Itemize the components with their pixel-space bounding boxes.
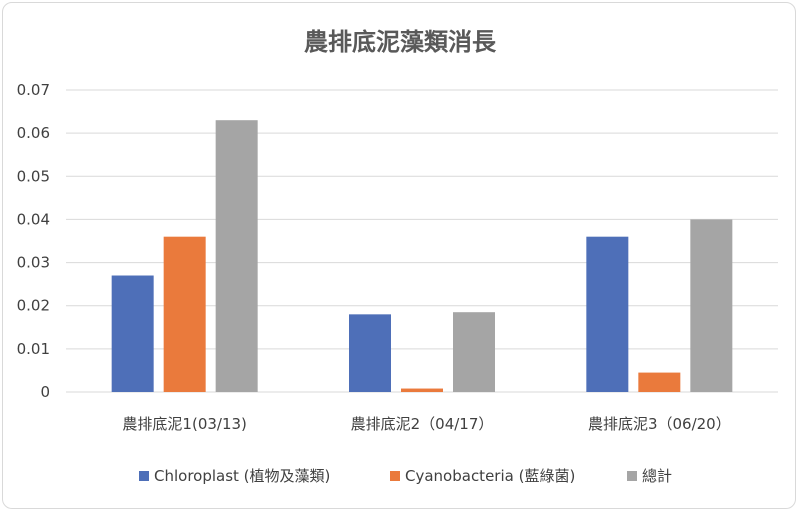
legend-swatch — [139, 471, 149, 481]
x-category-label: 農排底泥1(03/13) — [122, 415, 246, 433]
bar-series-1-cat-0 — [163, 236, 206, 392]
chart-title: 農排底泥藻類消長 — [304, 28, 497, 56]
bar-series-2-cat-0 — [215, 120, 258, 392]
y-tick-label: 0.07 — [17, 81, 50, 99]
x-category-label: 農排底泥2（04/17） — [351, 415, 494, 433]
legend-label: 總計 — [642, 467, 672, 485]
x-axis-categories: 農排底泥1(03/13) 農排底泥2（04/17） 農排底泥3（06/20） — [122, 415, 730, 433]
x-category-label: 農排底泥3（06/20） — [588, 415, 731, 433]
bar-series-2-cat-2 — [690, 219, 733, 392]
bar-series-0-cat-2 — [586, 236, 629, 392]
y-axis-ticks: 0 0.01 0.02 0.03 0.04 0.05 0.06 0.07 — [17, 81, 50, 401]
y-tick-label: 0.01 — [17, 340, 50, 358]
y-tick-label: 0.04 — [17, 210, 50, 228]
y-tick-label: 0.05 — [17, 167, 50, 185]
bar-series-1-cat-2 — [638, 372, 681, 392]
bar-series-0-cat-0 — [111, 275, 154, 392]
legend: Chloroplast (植物及藻類) Cyanobacteria (藍綠菌) 總計 — [139, 467, 672, 485]
y-tick-label: 0.03 — [17, 254, 50, 272]
y-tick-label: 0.02 — [17, 297, 50, 315]
legend-swatch — [627, 471, 637, 481]
legend-swatch — [390, 471, 400, 481]
bars — [111, 120, 733, 392]
bar-series-0-cat-1 — [349, 314, 391, 392]
legend-label: Cyanobacteria (藍綠菌) — [405, 467, 575, 485]
legend-label: Chloroplast (植物及藻類) — [154, 467, 330, 485]
y-tick-label: 0.06 — [17, 124, 50, 142]
y-tick-label: 0 — [40, 383, 50, 401]
bar-series-1-cat-1 — [401, 388, 443, 392]
bar-series-2-cat-1 — [453, 312, 495, 392]
